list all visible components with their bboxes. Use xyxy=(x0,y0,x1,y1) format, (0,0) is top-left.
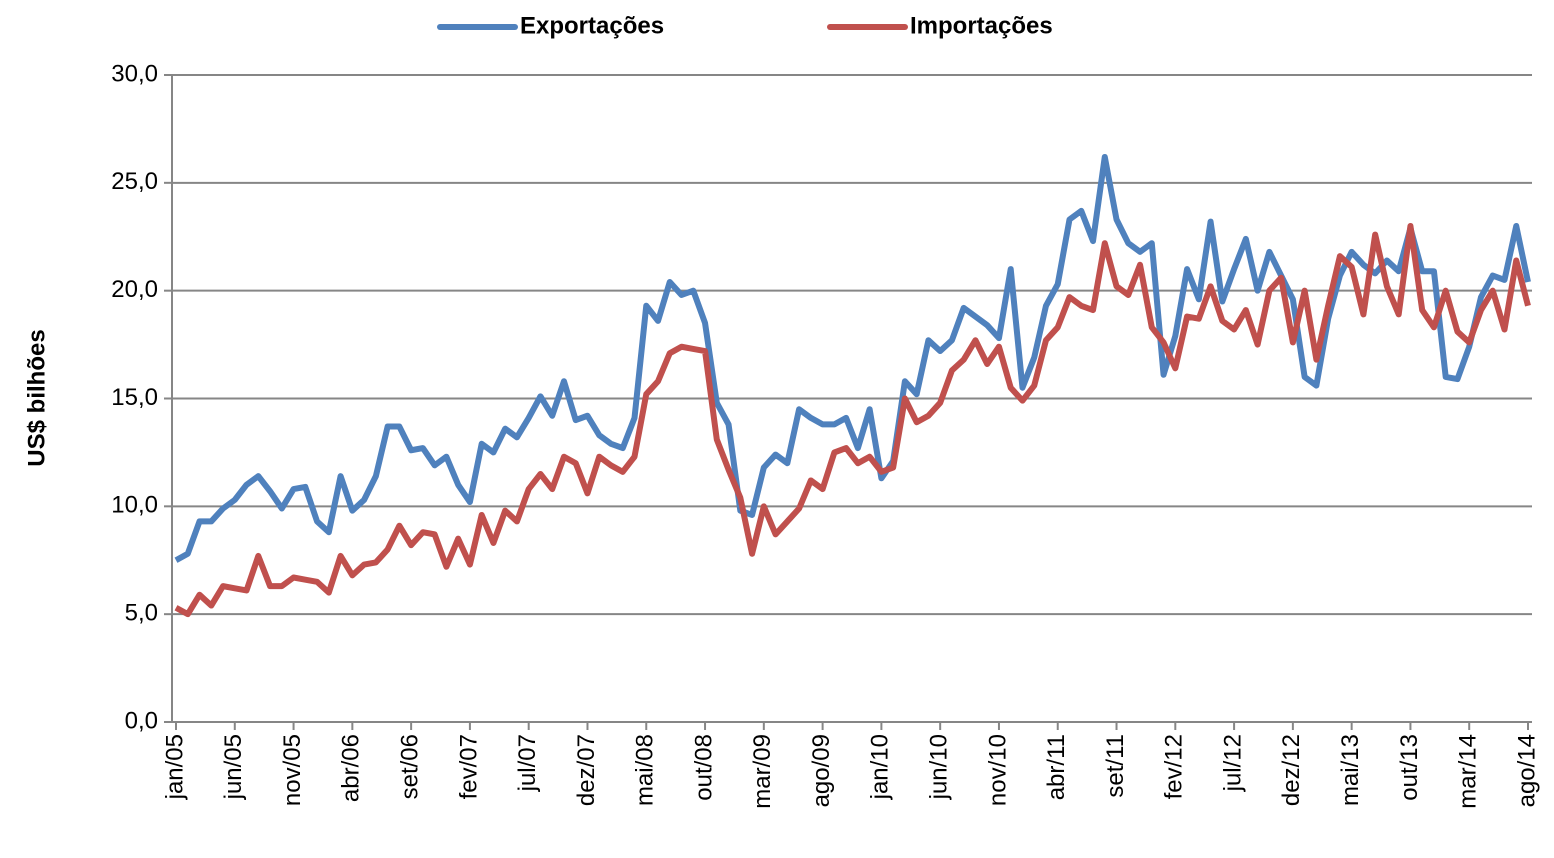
y-axis-label: US$ bilhões xyxy=(23,329,50,466)
y-tick-label: 25,0 xyxy=(111,168,158,195)
x-tick-label: jul/12 xyxy=(1219,734,1246,792)
y-tick-label: 5,0 xyxy=(125,600,158,627)
x-tick-label: out/08 xyxy=(690,734,717,801)
x-tick-label: mar/14 xyxy=(1455,734,1482,809)
series-line xyxy=(174,153,1531,563)
x-tick-label: mai/13 xyxy=(1337,734,1364,806)
x-tick-label: mar/09 xyxy=(749,734,776,809)
x-tick-label: ago/09 xyxy=(808,734,835,807)
x-tick-label: jun/10 xyxy=(926,734,953,800)
x-tick-label: mai/08 xyxy=(632,734,659,806)
x-tick-label: jan/05 xyxy=(161,734,188,800)
x-tick-label: fev/07 xyxy=(455,734,482,799)
x-tick-label: set/11 xyxy=(1102,734,1129,798)
y-tick-label: 10,0 xyxy=(111,492,158,519)
x-tick-label: nov/10 xyxy=(984,734,1011,806)
x-tick-label: abr/06 xyxy=(338,734,365,802)
x-tick-label: jul/07 xyxy=(514,734,541,792)
x-tick-label: nov/05 xyxy=(279,734,306,806)
x-tick-label: jan/10 xyxy=(867,734,894,800)
legend-label: Exportações xyxy=(520,12,664,39)
y-tick-label: 0,0 xyxy=(125,707,158,734)
x-tick-label: set/06 xyxy=(396,734,423,799)
x-tick-label: jun/05 xyxy=(220,734,247,800)
y-tick-label: 30,0 xyxy=(111,60,158,87)
legend-label: Importações xyxy=(910,12,1053,39)
y-tick-label: 15,0 xyxy=(111,384,158,411)
x-tick-label: out/13 xyxy=(1396,734,1423,801)
y-tick-label: 20,0 xyxy=(111,276,158,303)
x-tick-label: ago/14 xyxy=(1513,734,1540,807)
series-line xyxy=(174,222,1531,618)
x-tick-label: fev/12 xyxy=(1161,734,1188,799)
x-tick-label: abr/11 xyxy=(1043,734,1070,800)
x-tick-label: dez/12 xyxy=(1278,734,1305,806)
x-tick-label: dez/07 xyxy=(573,734,600,806)
